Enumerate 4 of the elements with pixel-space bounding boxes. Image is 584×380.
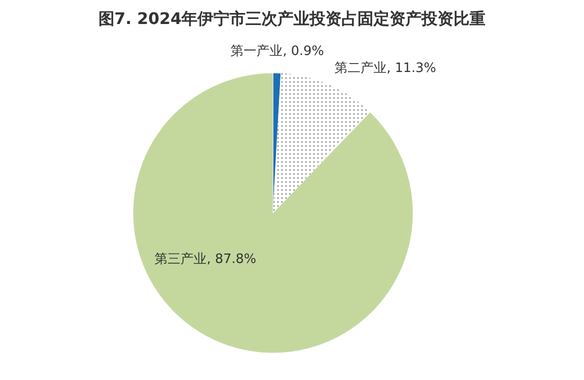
slice-label: 第三产业, 87.8% (154, 252, 256, 267)
slice-label: 第一产业, 0.9% (230, 44, 324, 60)
chart-title: 图7. 2024年伊宁市三次产业投资占固定资产投资比重 (98, 9, 486, 28)
slice-label: 第二产业, 11.3% (334, 60, 436, 76)
